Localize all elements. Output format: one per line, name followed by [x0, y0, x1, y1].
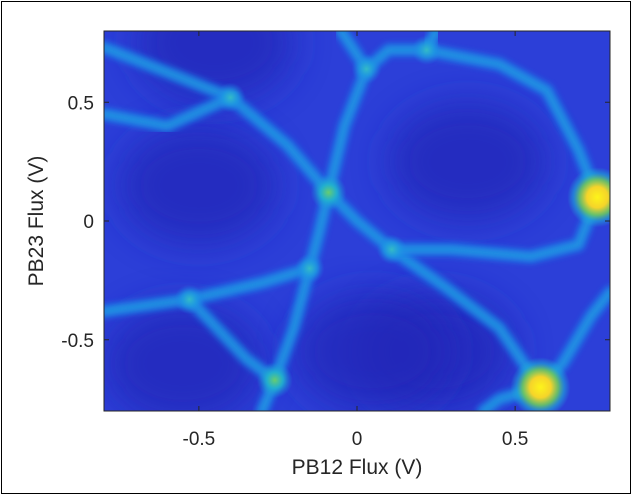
- x-axis-label: PB12 Flux (V): [292, 456, 423, 479]
- intensity-peak: [215, 82, 246, 113]
- intensity-peak: [256, 362, 293, 399]
- y-axis-label: PB23 Flux (V): [25, 156, 48, 287]
- intensity-peak: [310, 174, 347, 211]
- intensity-peak: [294, 253, 325, 284]
- ridge-core: [104, 45, 543, 390]
- intensity-peak: [174, 284, 205, 315]
- ridge-core: [104, 95, 233, 129]
- low-region: [118, 125, 279, 246]
- y-tick-label: -0.5: [61, 331, 94, 352]
- intensity-peak: [351, 54, 382, 84]
- low-region: [134, 31, 295, 103]
- y-tick-label: 0: [83, 212, 94, 233]
- intensity-peak: [510, 357, 571, 411]
- y-tick-label: 0.5: [68, 93, 94, 114]
- x-tick-label: 0: [352, 429, 363, 450]
- intensity-peak: [567, 167, 610, 228]
- low-region: [292, 291, 453, 411]
- axis-ticks: -0.5 0 0.5 -0.5 0 0.5: [61, 31, 610, 450]
- x-tick-label: -0.5: [183, 429, 216, 450]
- heatmap-layer: [104, 31, 610, 411]
- intensity-peak: [376, 234, 407, 265]
- low-region: [104, 303, 264, 411]
- low-region: [387, 101, 548, 222]
- intensity-peak: [411, 35, 442, 65]
- x-tick-label: 0.5: [502, 429, 528, 450]
